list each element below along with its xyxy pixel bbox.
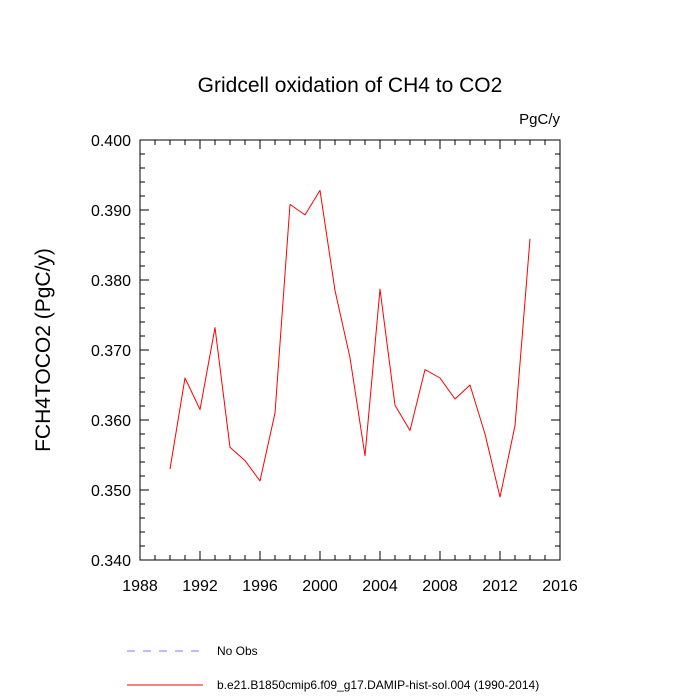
y-tick-label: 0.360 bbox=[91, 413, 131, 430]
x-tick-label: 2012 bbox=[482, 578, 518, 595]
x-tick-label: 1996 bbox=[242, 578, 278, 595]
y-axis-label: FCH4TOCO2 (PgC/y) bbox=[32, 248, 55, 452]
y-tick-label: 0.350 bbox=[91, 483, 131, 500]
series-line-0 bbox=[169, 189, 531, 498]
x-tick-label: 2000 bbox=[302, 578, 338, 595]
plot-area bbox=[169, 189, 531, 498]
chart-title: Gridcell oxidation of CH4 to CO2 bbox=[198, 74, 503, 97]
y-tick-label: 0.380 bbox=[91, 273, 131, 290]
x-tick-label: 2016 bbox=[542, 578, 578, 595]
x-tick-label: 1988 bbox=[122, 578, 158, 595]
x-tick-label: 2008 bbox=[422, 578, 458, 595]
y-tick-label: 0.400 bbox=[91, 133, 131, 150]
x-tick-label: 2004 bbox=[362, 578, 398, 595]
legend-label-no-obs: No Obs bbox=[217, 644, 258, 658]
axis-ticks: 1988 1992 1996 2000 2004 2008 2012 2016 0.340 0.3… bbox=[91, 133, 578, 595]
y-tick-label: 0.370 bbox=[91, 343, 131, 360]
legend: No Obs b.e21.B1850cmip6.f09_g17.DAMIP-hi… bbox=[127, 644, 539, 692]
y-tick-label: 0.340 bbox=[91, 553, 131, 570]
legend-label-model: b.e21.B1850cmip6.f09_g17.DAMIP-hist-sol.… bbox=[217, 678, 539, 692]
y-tick-label: 0.390 bbox=[91, 203, 131, 220]
plot-frame bbox=[139, 139, 561, 561]
units-label: PgC/y bbox=[519, 111, 560, 128]
x-tick-label: 1992 bbox=[182, 578, 218, 595]
